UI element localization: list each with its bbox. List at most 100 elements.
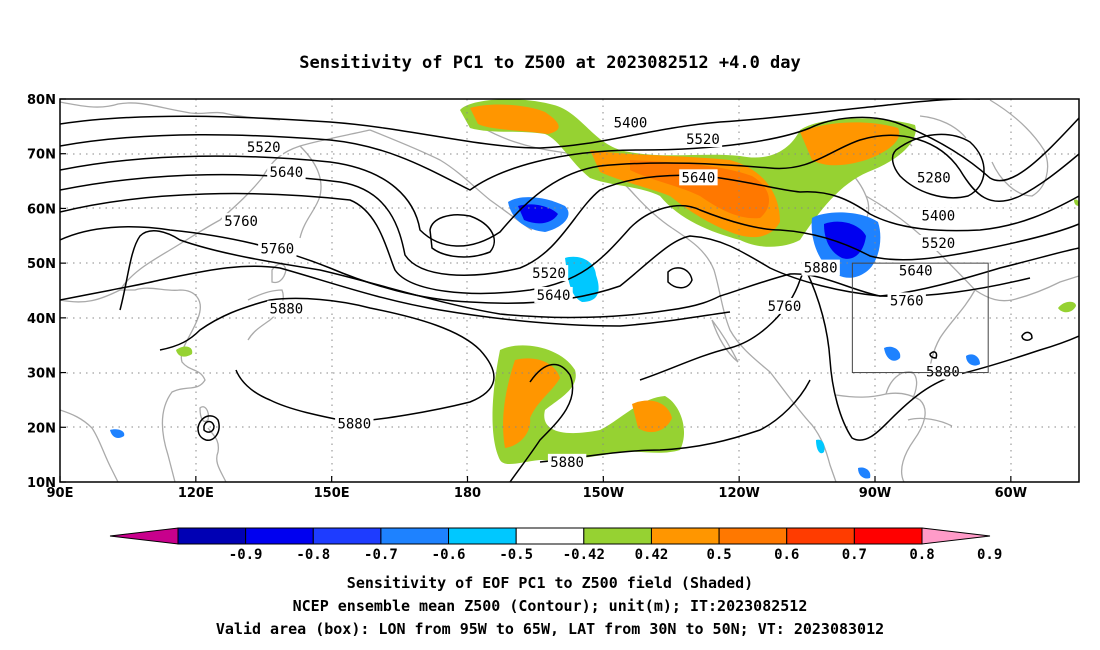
- lon-tick-label: 150E: [314, 486, 350, 501]
- contour-line: [203, 420, 215, 433]
- colorbar-swatch: [245, 527, 314, 545]
- colorbar-label: -0.5: [499, 547, 533, 563]
- coast-baja: [711, 319, 739, 363]
- contour-label-bg: [335, 415, 374, 432]
- lon-tick-label: 120W: [718, 486, 759, 501]
- colorbar-swatch: [312, 527, 382, 545]
- coast-cuba: [907, 417, 953, 427]
- contour-line: [60, 226, 1079, 304]
- colorbar-swatch: [786, 527, 855, 545]
- contour-line: [60, 134, 1079, 247]
- lon-tick-label: 180: [454, 486, 481, 501]
- contour-line: [119, 230, 1031, 319]
- contour-line: [929, 351, 938, 359]
- contour-label-bg: [258, 240, 297, 257]
- contour-label: 5520: [922, 236, 956, 252]
- colorbar-label: -0.8: [296, 547, 330, 563]
- contour-labels: 5400 5520 5640 5280 5400 5520 5640 5760 5880 5880…: [221, 114, 963, 471]
- contour-label: 5760: [224, 214, 258, 230]
- colorbar-swatch: [583, 527, 652, 545]
- figure-title: Sensitivity of PC1 to Z500 at 2023082512…: [299, 53, 801, 73]
- lon-tick-label: 90E: [47, 486, 74, 501]
- contour-label: 5640: [899, 263, 933, 279]
- coast-indochina: [60, 409, 119, 482]
- colorbar-swatch: [650, 527, 720, 545]
- contour-line: [159, 297, 495, 423]
- contour-line: [667, 267, 693, 289]
- contour-label: 5640: [682, 170, 716, 186]
- colorbar-high-arrow: [921, 527, 991, 545]
- contour-label-bg: [679, 169, 718, 186]
- contour-label-bg: [267, 163, 306, 180]
- contour-label: 5880: [337, 417, 371, 433]
- contour-label-bg: [534, 286, 573, 303]
- contour-line: [1021, 331, 1033, 341]
- contour-line: [60, 116, 1079, 191]
- lon-tick-label: 150W: [583, 486, 624, 501]
- contour-label: 5760: [768, 299, 802, 315]
- contour-label-bg: [267, 300, 306, 317]
- colorbar-label: 0.42: [635, 547, 669, 563]
- contour-line: [429, 214, 495, 258]
- colorbar-swatch: [448, 527, 517, 545]
- colorbar-label: 0.9: [977, 547, 1002, 563]
- contour-label-bg: [547, 453, 587, 470]
- coast-greenland: [989, 99, 1049, 197]
- contour-label-bg: [529, 265, 569, 282]
- contour-label-bg: [611, 114, 650, 131]
- map-panel: 5400 5520 5640 5280 5400 5520 5640 5760 5880 5880…: [27, 93, 1080, 501]
- contour-label-bg: [221, 213, 261, 230]
- lon-tick-label: 90W: [859, 486, 891, 501]
- valid-area-box: [851, 262, 989, 374]
- coast-north-america-west: [671, 227, 837, 482]
- lat-tick-label: 40N: [27, 312, 56, 327]
- coast-east-asia: [60, 287, 206, 482]
- colorbar-label: -0.42: [563, 547, 605, 563]
- contour-label-bg: [683, 131, 723, 148]
- coast-taiwan: [199, 406, 210, 423]
- lat-tick-label: 80N: [27, 93, 56, 108]
- contour-label-bg: [919, 234, 958, 251]
- colorbar-swatch: [515, 527, 585, 545]
- lat-tick-label: 20N: [27, 421, 56, 436]
- contour-label-bg: [765, 297, 804, 314]
- longitude-axis: 90E 120E 150E 180 150W 120W 90W 60W: [47, 476, 1027, 501]
- contour-label-bg: [801, 259, 840, 276]
- contour-label: 5520: [247, 140, 281, 156]
- lon-tick-label: 60W: [995, 486, 1027, 501]
- coast-siberia-north: [60, 101, 281, 121]
- contour-label-bg: [896, 262, 935, 279]
- contour-line: [891, 133, 985, 199]
- coast-gulf: [835, 392, 926, 482]
- colorbar-label: -0.6: [432, 547, 466, 563]
- lon-tick-label: 120E: [178, 486, 214, 501]
- contour-label: 5880: [550, 455, 584, 471]
- latitude-axis: 80N 70N 60N 50N 40N 30N 20N 10N: [27, 93, 66, 491]
- lat-tick-label: 30N: [27, 367, 56, 382]
- contour-label-bg: [244, 139, 283, 156]
- colorbar-low-arrow: [109, 527, 179, 545]
- contour-label: 5760: [260, 241, 294, 257]
- contour-line: [539, 379, 811, 463]
- colorbar-label: -0.9: [229, 547, 263, 563]
- coast-philippines: [207, 427, 227, 482]
- contour-label: 5400: [614, 116, 648, 132]
- colorbar: -0.9 -0.8 -0.7 -0.6 -0.5 -0.42 0.42 0.5 0.6 0.7 0.…: [109, 527, 1002, 563]
- contour-label-bg: [919, 207, 958, 224]
- lat-tick-label: 10N: [27, 476, 56, 491]
- contour-label-bg: [887, 292, 926, 309]
- lat-tick-label: 60N: [27, 202, 56, 217]
- contour-label-bg: [914, 169, 954, 186]
- contour-label-bg: [923, 363, 963, 380]
- colorbar-label: -0.7: [364, 547, 398, 563]
- colorbar-label: 0.5: [706, 547, 731, 563]
- contour-line: [509, 363, 574, 482]
- contour-line: [805, 269, 1079, 441]
- colorbar-label: 0.8: [909, 547, 934, 563]
- contour-label: 5280: [917, 170, 951, 186]
- colorbar-swatch: [380, 527, 450, 545]
- caption-line-3: Valid area (box): LON from 95W to 65W, L…: [216, 620, 884, 638]
- contour-label: 5880: [270, 302, 304, 318]
- contour-label: 5640: [270, 165, 304, 181]
